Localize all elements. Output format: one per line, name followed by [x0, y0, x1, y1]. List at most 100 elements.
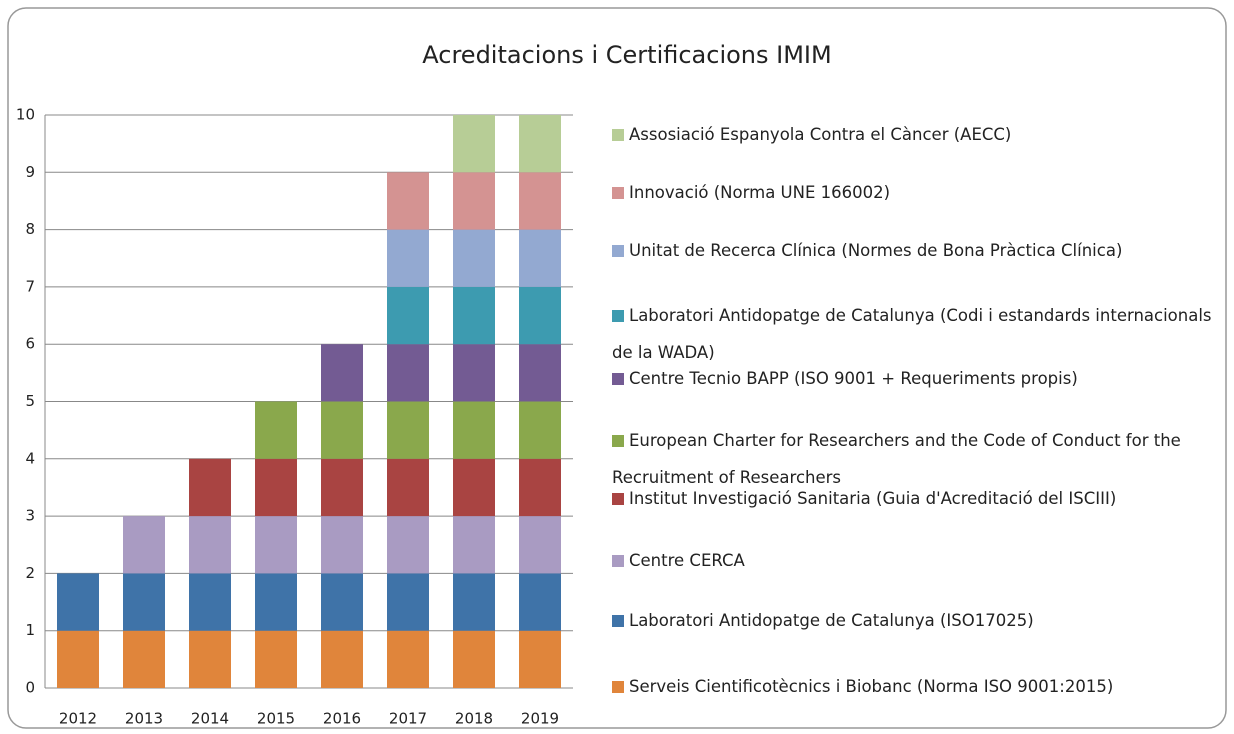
- y-tick-label: 8: [25, 220, 35, 238]
- bar-segment: [321, 458, 363, 517]
- chart-title: Acreditacions i Certificacions IMIM: [422, 41, 831, 69]
- bar-segment: [453, 286, 495, 345]
- legend-swatch: [612, 372, 624, 385]
- legend-item: Serveis Cientificotècnics i Biobanc (Nor…: [612, 668, 1212, 705]
- bar-segment: [321, 630, 363, 688]
- legend-label: Serveis Cientificotècnics i Biobanc (Nor…: [629, 676, 1114, 696]
- y-tick-label: 7: [25, 277, 35, 295]
- y-tick-label: 4: [25, 449, 35, 467]
- bar-segment: [321, 344, 363, 402]
- legend-label: Unitat de Recerca Clínica (Normes de Bon…: [629, 240, 1123, 260]
- legend-item: Assosiació Espanyola Contra el Càncer (A…: [612, 116, 1212, 153]
- y-tick-label: 10: [16, 106, 35, 124]
- bar-segment: [189, 630, 231, 688]
- bar-segment: [255, 401, 297, 459]
- legend-item: Centre Tecnio BAPP (ISO 9001 + Requerime…: [612, 360, 1212, 397]
- bar-segment: [387, 229, 429, 287]
- bar-segment: [387, 286, 429, 345]
- y-tick-label: 2: [25, 564, 35, 582]
- bar-segment: [321, 516, 363, 574]
- bar-segment: [387, 573, 429, 631]
- y-tick-label: 1: [25, 621, 35, 639]
- legend-label: Centre CERCA: [629, 550, 745, 570]
- x-tick-label: 2017: [389, 710, 427, 728]
- y-tick-label: 0: [25, 679, 35, 697]
- bar-segment: [321, 573, 363, 631]
- legend-item: Institut Investigació Sanitaria (Guia d'…: [612, 480, 1212, 517]
- bar-segment: [453, 401, 495, 459]
- bar-segment: [321, 401, 363, 459]
- legend-item: European Charter for Researchers and the…: [612, 422, 1212, 496]
- bar-segment: [123, 516, 165, 574]
- bar-segment: [453, 573, 495, 631]
- x-tick-label: 2013: [125, 710, 163, 728]
- chart-border: [7, 7, 1227, 729]
- bar-segment: [123, 573, 165, 631]
- bar-segment: [387, 401, 429, 459]
- bar-segment: [189, 573, 231, 631]
- x-tick-label: 2018: [455, 710, 493, 728]
- bar-segment: [519, 115, 561, 173]
- bar-segment: [519, 516, 561, 574]
- bar-segment: [189, 458, 231, 517]
- legend-label: Centre Tecnio BAPP (ISO 9001 + Requerime…: [629, 368, 1078, 388]
- legend-label: Assosiació Espanyola Contra el Càncer (A…: [629, 124, 1012, 144]
- bar-segment: [453, 229, 495, 287]
- bar-segment: [189, 516, 231, 574]
- legend-swatch: [612, 128, 624, 141]
- bar-segment: [387, 516, 429, 574]
- bar-segment: [453, 630, 495, 688]
- bar-segment: [519, 401, 561, 459]
- y-tick-label: 5: [25, 392, 35, 410]
- legend-label: Laboratori Antidopatge de Catalunya (Cod…: [612, 305, 1212, 362]
- legend-label: European Charter for Researchers and the…: [612, 430, 1181, 487]
- bar-segment: [519, 344, 561, 402]
- x-tick-label: 2012: [59, 710, 97, 728]
- y-tick-label: 3: [25, 507, 35, 525]
- x-tick-label: 2014: [191, 710, 229, 728]
- y-tick-label: 9: [25, 163, 35, 181]
- bar-segment: [387, 344, 429, 402]
- bar-segment: [519, 286, 561, 345]
- bar-segment: [255, 458, 297, 517]
- bar-segment: [387, 630, 429, 688]
- legend-item: Laboratori Antidopatge de Catalunya (ISO…: [612, 602, 1212, 639]
- legend-swatch: [612, 309, 624, 322]
- legend-item: Innovació (Norma UNE 166002): [612, 174, 1212, 211]
- bar-segment: [255, 630, 297, 688]
- legend-item: Centre CERCA: [612, 542, 1212, 579]
- legend-swatch: [612, 244, 624, 257]
- bar-segment: [123, 630, 165, 688]
- bar-segment: [519, 172, 561, 230]
- bar-segment: [519, 573, 561, 631]
- bar-segment: [255, 573, 297, 631]
- bar-segment: [57, 573, 99, 631]
- bar-segment: [387, 458, 429, 517]
- bar-segment: [519, 229, 561, 287]
- legend-swatch: [612, 492, 624, 505]
- bar-segment: [57, 630, 99, 688]
- bar-segment: [453, 344, 495, 402]
- bar-segment: [453, 172, 495, 230]
- legend-swatch: [612, 554, 624, 567]
- bar-segment: [453, 458, 495, 517]
- bar-segment: [519, 458, 561, 517]
- legend-swatch: [612, 434, 624, 447]
- bar-segment: [453, 516, 495, 574]
- legend-item: Laboratori Antidopatge de Catalunya (Cod…: [612, 297, 1212, 371]
- x-tick-label: 2015: [257, 710, 295, 728]
- legend-label: Laboratori Antidopatge de Catalunya (ISO…: [629, 610, 1034, 630]
- bar-segment: [255, 516, 297, 574]
- legend-swatch: [612, 680, 624, 693]
- x-tick-label: 2016: [323, 710, 361, 728]
- y-tick-label: 6: [25, 335, 35, 353]
- legend-swatch: [612, 614, 624, 627]
- legend-item: Unitat de Recerca Clínica (Normes de Bon…: [612, 232, 1212, 269]
- legend-swatch: [612, 186, 624, 199]
- bar-segment: [387, 172, 429, 230]
- legend-label: Institut Investigació Sanitaria (Guia d'…: [629, 488, 1117, 508]
- bar-segment: [519, 630, 561, 688]
- bar-segment: [453, 115, 495, 173]
